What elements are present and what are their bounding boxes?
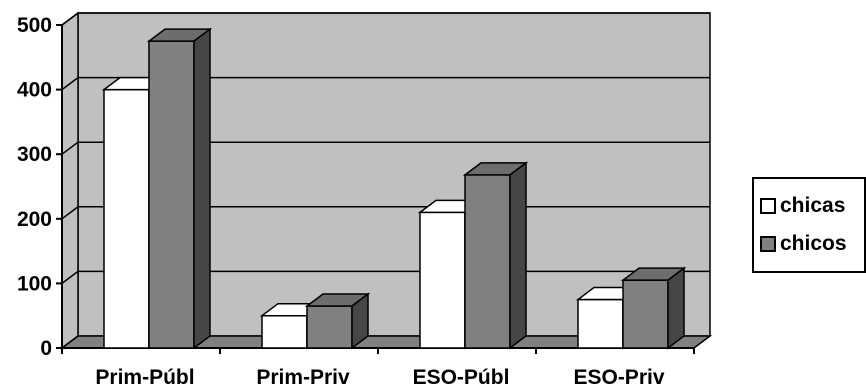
y-tick-label: 500 (17, 14, 52, 37)
legend-label-chicos: chicos (780, 232, 847, 255)
y-tick-label: 200 (17, 208, 52, 231)
y-tick-label: 300 (17, 143, 52, 166)
legend: chicas chicos (752, 177, 866, 273)
x-category-label: ESO-Públ (413, 366, 510, 387)
bar-front (261, 314, 308, 349)
side-wall (61, 11, 79, 350)
bar-front (148, 40, 195, 349)
y-tick-label: 100 (17, 272, 52, 295)
bar-front (577, 298, 624, 349)
x-category-label: Prim-Priv (256, 366, 350, 387)
bar-chicos-1 (304, 292, 371, 350)
gridline (61, 12, 710, 26)
legend-swatch-chicas (760, 198, 776, 214)
y-tick-label: 0 (40, 337, 52, 360)
bar-side (667, 266, 685, 350)
y-tick-labels: 0 100 200 300 400 500 (17, 14, 52, 360)
y-tick-label: 400 (17, 79, 52, 102)
bars (101, 27, 687, 350)
bar-chicos-0 (146, 27, 213, 350)
gridline (61, 76, 710, 91)
bar-chicos-2 (462, 161, 529, 350)
bar-front (464, 174, 511, 349)
bar-front (306, 305, 353, 349)
bar-front (103, 88, 150, 349)
x-category-labels: Prim-Públ Prim-Priv ESO-Públ ESO-Priv (95, 366, 664, 387)
bar-chicos-3 (620, 266, 687, 350)
legend-item-chicos: chicos (760, 231, 847, 257)
bar-side (193, 27, 211, 350)
gridline (61, 141, 710, 155)
x-category-label: Prim-Públ (95, 366, 194, 387)
bar-front (419, 211, 466, 349)
legend-label-chicas: chicas (780, 194, 846, 217)
bar-front (622, 279, 669, 349)
legend-swatch-chicos (760, 236, 776, 252)
legend-item-chicas: chicas (760, 193, 845, 219)
x-category-label: ESO-Priv (573, 366, 664, 387)
bar-side (351, 292, 369, 350)
bar-side (509, 161, 527, 350)
